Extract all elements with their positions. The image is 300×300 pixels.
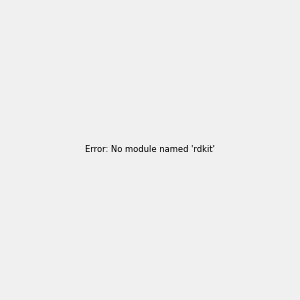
Text: Error: No module named 'rdkit': Error: No module named 'rdkit' <box>85 146 215 154</box>
